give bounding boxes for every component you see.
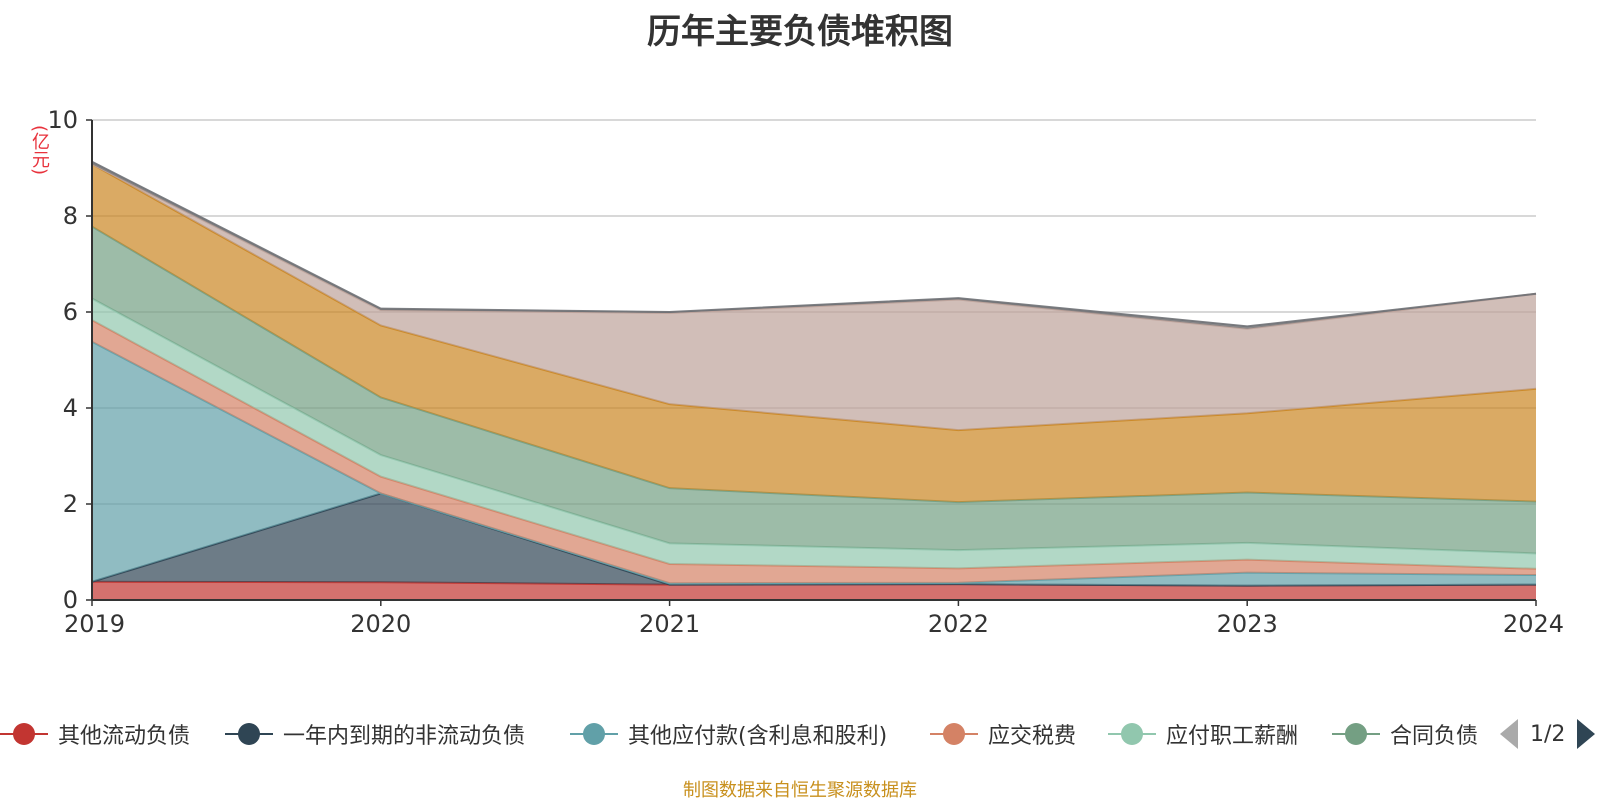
legend: 其他流动负债 一年内到期的非流动负债 其他应付款(含利息和股利) 应交税费 应付职工薪酬…	[0, 712, 1600, 756]
legend-item[interactable]: 合同负债	[1332, 712, 1478, 756]
x-tick-label: 2019	[64, 610, 125, 638]
area-series-5	[92, 226, 1536, 554]
line-series-8	[91, 160, 1537, 328]
area-series-7	[92, 164, 1536, 431]
legend-marker-icon	[570, 712, 618, 756]
legend-label: 其他流动负债	[58, 724, 191, 749]
y-tick-label: 2	[63, 490, 78, 518]
x-tick-label: 2020	[350, 610, 411, 638]
legend-label: 其他应付款(含利息和股利)	[628, 724, 888, 749]
legend-item[interactable]: 其他应付款(含利息和股利)	[570, 712, 887, 756]
legend-label: 应付职工薪酬	[1166, 724, 1299, 749]
source-note: 制图数据来自恒生聚源数据库	[683, 780, 917, 801]
x-tick-label: 2023	[1217, 610, 1278, 638]
legend-next-page-icon[interactable]	[1577, 719, 1596, 749]
legend-marker-icon	[1108, 712, 1156, 756]
legend-marker-icon	[225, 712, 273, 756]
legend-marker-icon	[0, 712, 48, 756]
chart-title: 历年主要负债堆积图	[647, 12, 953, 52]
legend-marker-icon	[930, 712, 978, 756]
legend-pager: 1/2	[1500, 716, 1596, 752]
legend-item[interactable]: 其他流动负债	[0, 712, 190, 756]
y-tick-label: 6	[63, 298, 78, 326]
y-tick-label: 0	[63, 586, 78, 614]
y-tick-label: 10	[47, 106, 78, 134]
x-tick-label: 2024	[1503, 610, 1564, 638]
legend-item[interactable]: 应付职工薪酬	[1108, 712, 1298, 756]
legend-label: 应交税费	[988, 724, 1077, 749]
x-tick-label: 2021	[639, 610, 700, 638]
y-tick-label: 4	[63, 394, 78, 422]
y-tick-label: 8	[63, 202, 78, 230]
y-axis-unit-label: (亿元)	[29, 124, 50, 176]
chart-plot: 0 2 4 6 8 10 2019 2020 2021 2022 2023 2024	[47, 106, 1564, 638]
x-tick-label: 2022	[928, 610, 989, 638]
legend-label: 一年内到期的非流动负债	[283, 724, 526, 749]
legend-marker-icon	[1332, 712, 1380, 756]
legend-item[interactable]: 应交税费	[930, 712, 1076, 756]
area-series-0	[92, 581, 1536, 600]
legend-prev-page-icon[interactable]	[1500, 719, 1518, 749]
legend-page-indicator: 1/2	[1530, 721, 1566, 747]
legend-label: 合同负债	[1390, 724, 1479, 749]
legend-item[interactable]: 一年内到期的非流动负债	[225, 712, 525, 756]
